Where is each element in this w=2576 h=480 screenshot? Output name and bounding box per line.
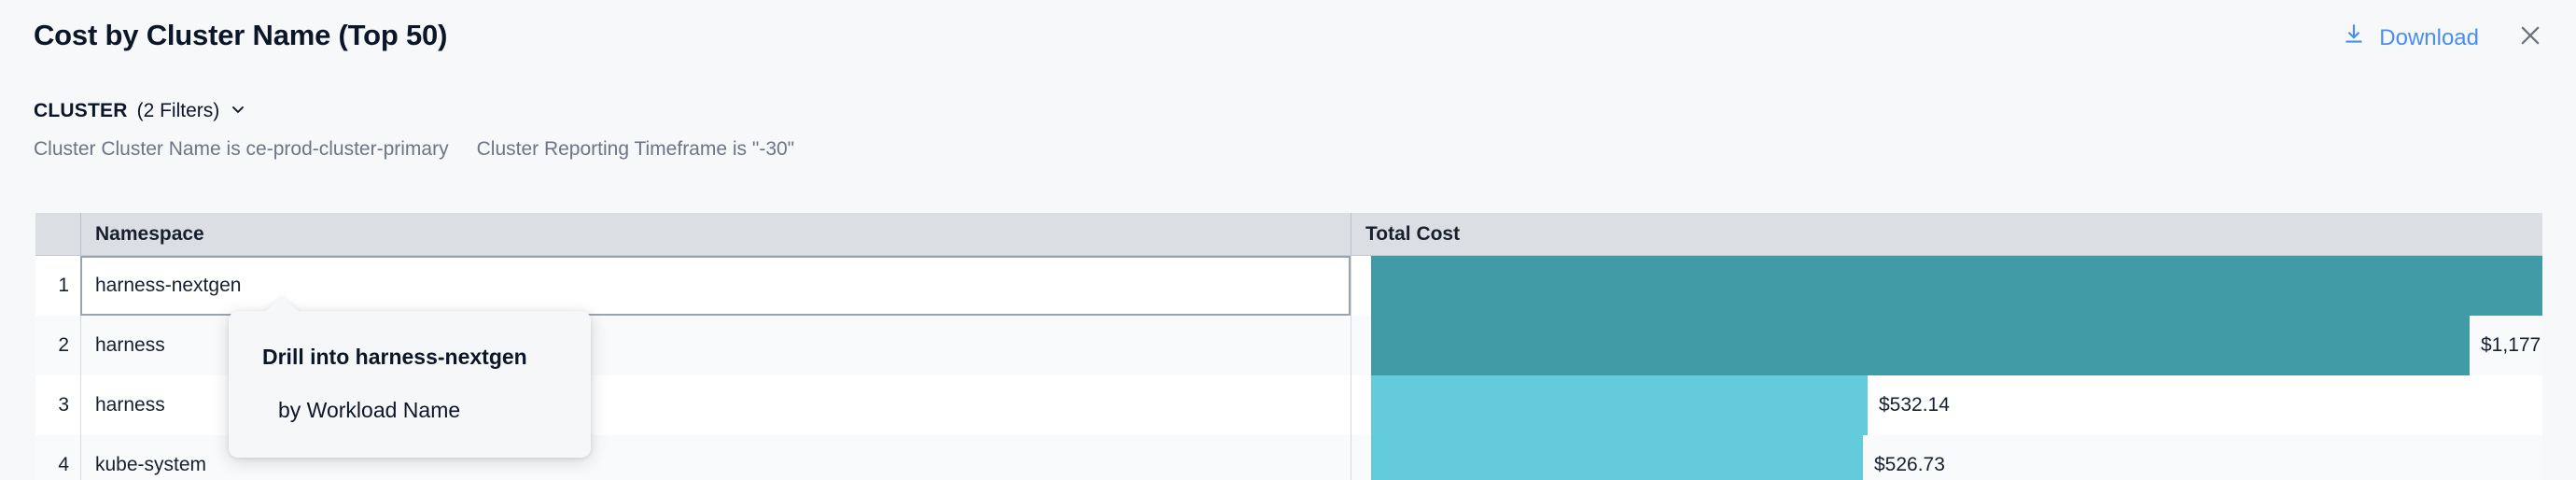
column-header-index[interactable]	[35, 213, 80, 255]
cell-namespace[interactable]: harness	[80, 316, 1351, 375]
cell-total-cost[interactable]: $1,256.47	[1351, 256, 2542, 316]
filter-field-label: CLUSTER	[34, 99, 128, 121]
filter-dropdown-cluster[interactable]: CLUSTER (2 Filters)	[34, 97, 247, 124]
panel-header: Cost by Cluster Name (Top 50) Download	[0, 0, 2576, 80]
table-header-row: Namespace Total Cost	[35, 213, 2542, 256]
tooltip-arrow-icon	[263, 297, 301, 313]
row-index: 2	[58, 334, 69, 356]
filter-summary: Cluster Cluster Name is ce-prod-cluster-…	[34, 138, 794, 161]
column-header-namespace[interactable]: Namespace	[80, 213, 1351, 255]
filter-count-label: (2 Filters)	[136, 99, 220, 121]
drill-option-by-workload-name[interactable]: by Workload Name	[278, 398, 461, 422]
filter-chip: Cluster Cluster Name is ce-prod-cluster-…	[34, 138, 449, 160]
drill-option-primary[interactable]: Drill into harness-nextgen	[262, 345, 527, 369]
cost-bar-label: $532.14	[1879, 394, 1950, 416]
cost-bar-label: $1,177.52	[2481, 334, 2542, 356]
download-label: Download	[2379, 24, 2479, 50]
header-actions: Download	[2342, 22, 2544, 53]
column-header-total-cost[interactable]: Total Cost	[1351, 213, 2542, 255]
close-icon	[2517, 22, 2543, 53]
bar-container: $1,256.47	[1371, 256, 2542, 316]
cell-namespace[interactable]: harness	[80, 375, 1351, 435]
chevron-down-icon	[229, 100, 247, 124]
download-button[interactable]: Download	[2342, 22, 2479, 53]
download-icon	[2342, 22, 2366, 53]
page-title: Cost by Cluster Name (Top 50)	[34, 19, 448, 51]
bar-container: $532.14	[1371, 375, 2542, 435]
close-button[interactable]	[2516, 24, 2544, 52]
cell-total-cost[interactable]: $526.73	[1351, 435, 2542, 480]
row-index: 4	[58, 454, 69, 475]
cell-total-cost[interactable]: $532.14	[1351, 375, 2542, 435]
cell-total-cost[interactable]: $1,177.52	[1351, 316, 2542, 375]
cost-bar	[1371, 435, 1863, 480]
row-index: 3	[58, 394, 69, 416]
bar-container: $526.73	[1371, 435, 2542, 480]
drill-popover[interactable]: Drill into harness-nextgen by Workload N…	[229, 311, 591, 458]
cost-bar	[1371, 375, 1868, 435]
cost-bar	[1371, 316, 2470, 375]
filter-chip: Cluster Reporting Timeframe is "-30"	[476, 138, 795, 160]
cost-bar	[1371, 256, 2542, 316]
cost-bar-label: $526.73	[1874, 454, 1945, 475]
bar-container: $1,177.52	[1371, 316, 2542, 375]
row-index: 1	[58, 275, 69, 296]
cell-namespace[interactable]: kube-system	[80, 435, 1351, 480]
